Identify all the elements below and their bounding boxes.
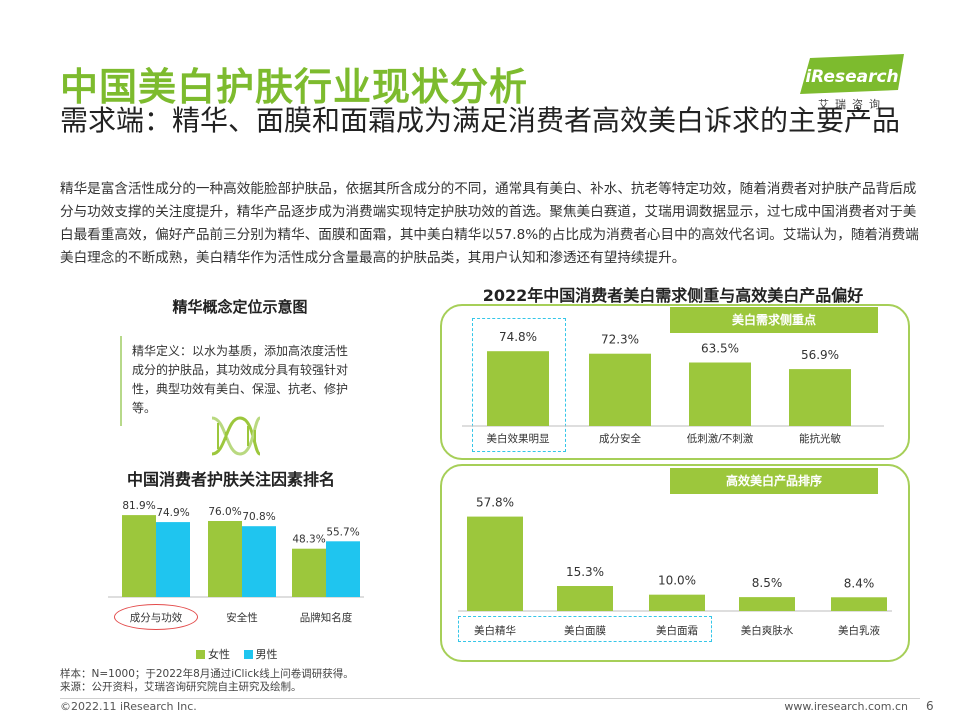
products-chart: 57.8% 美白精华 15.3% 美白面膜 10.0% 美白面霜 8.5% 美白爽肤水 8.4%… bbox=[458, 496, 892, 637]
factors-bar-1-0 bbox=[208, 521, 242, 597]
factors-bar-1-1 bbox=[242, 526, 276, 597]
right-charts-title: 2022年中国消费者美白需求侧重与高效美白产品偏好 bbox=[482, 286, 864, 305]
products-bar-4 bbox=[831, 597, 887, 611]
logo-subtitle: 艾瑞咨询 bbox=[818, 98, 886, 111]
products-category-label: 美白精华 bbox=[474, 624, 516, 637]
products-category-label: 美白面霜 bbox=[656, 624, 698, 637]
factors-value-label: 74.9% bbox=[156, 507, 189, 519]
factors-category-label: 成分与功效 bbox=[130, 611, 183, 624]
legend-swatch-female bbox=[196, 650, 205, 659]
demand-tag: 美白需求侧重点 bbox=[670, 307, 878, 333]
copyright: ©2022.11 iResearch Inc. bbox=[60, 700, 197, 713]
products-highlight-box bbox=[458, 616, 712, 642]
concept-definition: 精华定义：以水为基质，添加高浓度活性成分的护肤品，其功效成分具有较强针对性，典型… bbox=[132, 344, 349, 415]
legend-item-male: 男性 bbox=[243, 648, 278, 661]
demand-bar-2 bbox=[689, 362, 751, 426]
factors-chart: 81.9%74.9% 成分与功效 76.0% 70.8% 安全性 48.3%55.7% 品牌… bbox=[108, 500, 364, 624]
demand-value-label: 63.5% bbox=[701, 342, 739, 356]
demand-value-label: 74.8% bbox=[499, 330, 537, 344]
concept-title: 精华概念定位示意图 bbox=[172, 298, 308, 316]
sample-note: 样本：N=1000；于2022年8月通过iClick线上问卷调研获得。 bbox=[60, 668, 354, 680]
demand-chart: 74.8% 美白效果明显 72.3% 成分安全 63.5% 低刺激/不刺激 56.9% 能抗光… bbox=[462, 330, 884, 445]
demand-highlight-box bbox=[472, 318, 566, 452]
products-value-label: 15.3% bbox=[566, 565, 604, 579]
demand-bar-1 bbox=[589, 353, 651, 426]
factors-bar-0-0 bbox=[122, 515, 156, 597]
dna-icon bbox=[211, 416, 262, 456]
demand-bar-0 bbox=[487, 351, 549, 426]
intro-paragraph: 精华是富含活性成分的一种高效能脸部护肤品，依据其所含成分的不同，通常具有美白、补… bbox=[60, 181, 919, 266]
demand-category-label: 成分安全 bbox=[599, 432, 641, 445]
demand-value-label: 72.3% bbox=[601, 333, 639, 347]
legend-item-female: 女性 bbox=[196, 648, 230, 661]
demand-bar-3 bbox=[789, 369, 851, 426]
products-tag: 高效美白产品排序 bbox=[670, 468, 878, 494]
factors-bar-0-1 bbox=[156, 522, 190, 597]
page-number: 6 bbox=[926, 699, 934, 713]
demand-value-label: 56.9% bbox=[801, 348, 839, 362]
demand-category-label: 能抗光敏 bbox=[799, 432, 841, 445]
factors-category-label: 安全性 bbox=[226, 611, 258, 624]
products-value-label: 8.5% bbox=[752, 576, 783, 590]
products-category-label: 美白乳液 bbox=[838, 624, 880, 637]
site-link[interactable]: www.iresearch.com.cn bbox=[784, 700, 908, 713]
factors-value-label: 70.8% bbox=[242, 511, 275, 523]
factors-value-label: 81.9% bbox=[122, 500, 155, 512]
products-category-label: 美白面膜 bbox=[564, 624, 606, 637]
products-bar-3 bbox=[739, 597, 795, 611]
factors-bar-2-0 bbox=[292, 548, 326, 597]
logo-badge bbox=[800, 54, 904, 94]
footer-divider bbox=[60, 698, 920, 699]
factors-chart-title: 中国消费者护肤关注因素排名 bbox=[126, 470, 335, 489]
logo-text: iResearch bbox=[805, 67, 898, 87]
demand-category-label: 美白效果明显 bbox=[487, 432, 550, 445]
concept-card bbox=[120, 336, 360, 426]
notes: 样本：N=1000；于2022年8月通过iClick线上问卷调研获得。 来源：公… bbox=[60, 668, 354, 694]
products-value-label: 57.8% bbox=[476, 496, 514, 510]
source-note: 来源：公开资料，艾瑞咨询研究院自主研究及绘制。 bbox=[60, 681, 302, 693]
factors-legend: 女性 男性 bbox=[196, 646, 278, 662]
products-bar-2 bbox=[649, 594, 705, 611]
products-bar-1 bbox=[557, 586, 613, 611]
factors-category-label: 品牌知名度 bbox=[300, 611, 353, 624]
products-value-label: 8.4% bbox=[844, 576, 875, 590]
factors-value-label: 48.3% bbox=[292, 534, 325, 546]
page-subtitle: 需求端：精华、面膜和面霜成为满足消费者高效美白诉求的主要产品 bbox=[60, 104, 901, 137]
factors-bar-2-1 bbox=[326, 541, 360, 597]
demand-category-label: 低刺激/不刺激 bbox=[687, 432, 754, 445]
products-bar-0 bbox=[467, 516, 523, 611]
products-value-label: 10.0% bbox=[658, 574, 696, 588]
iresearch-logo: iResearch bbox=[800, 54, 904, 94]
page-title: 中国美白护肤行业现状分析 bbox=[60, 65, 529, 109]
products-category-label: 美白爽肤水 bbox=[741, 624, 794, 637]
factors-value-label: 55.7% bbox=[326, 526, 359, 538]
factors-highlight-ellipse bbox=[114, 604, 198, 630]
legend-swatch-male bbox=[243, 650, 253, 659]
factors-value-label: 76.0% bbox=[208, 506, 241, 518]
